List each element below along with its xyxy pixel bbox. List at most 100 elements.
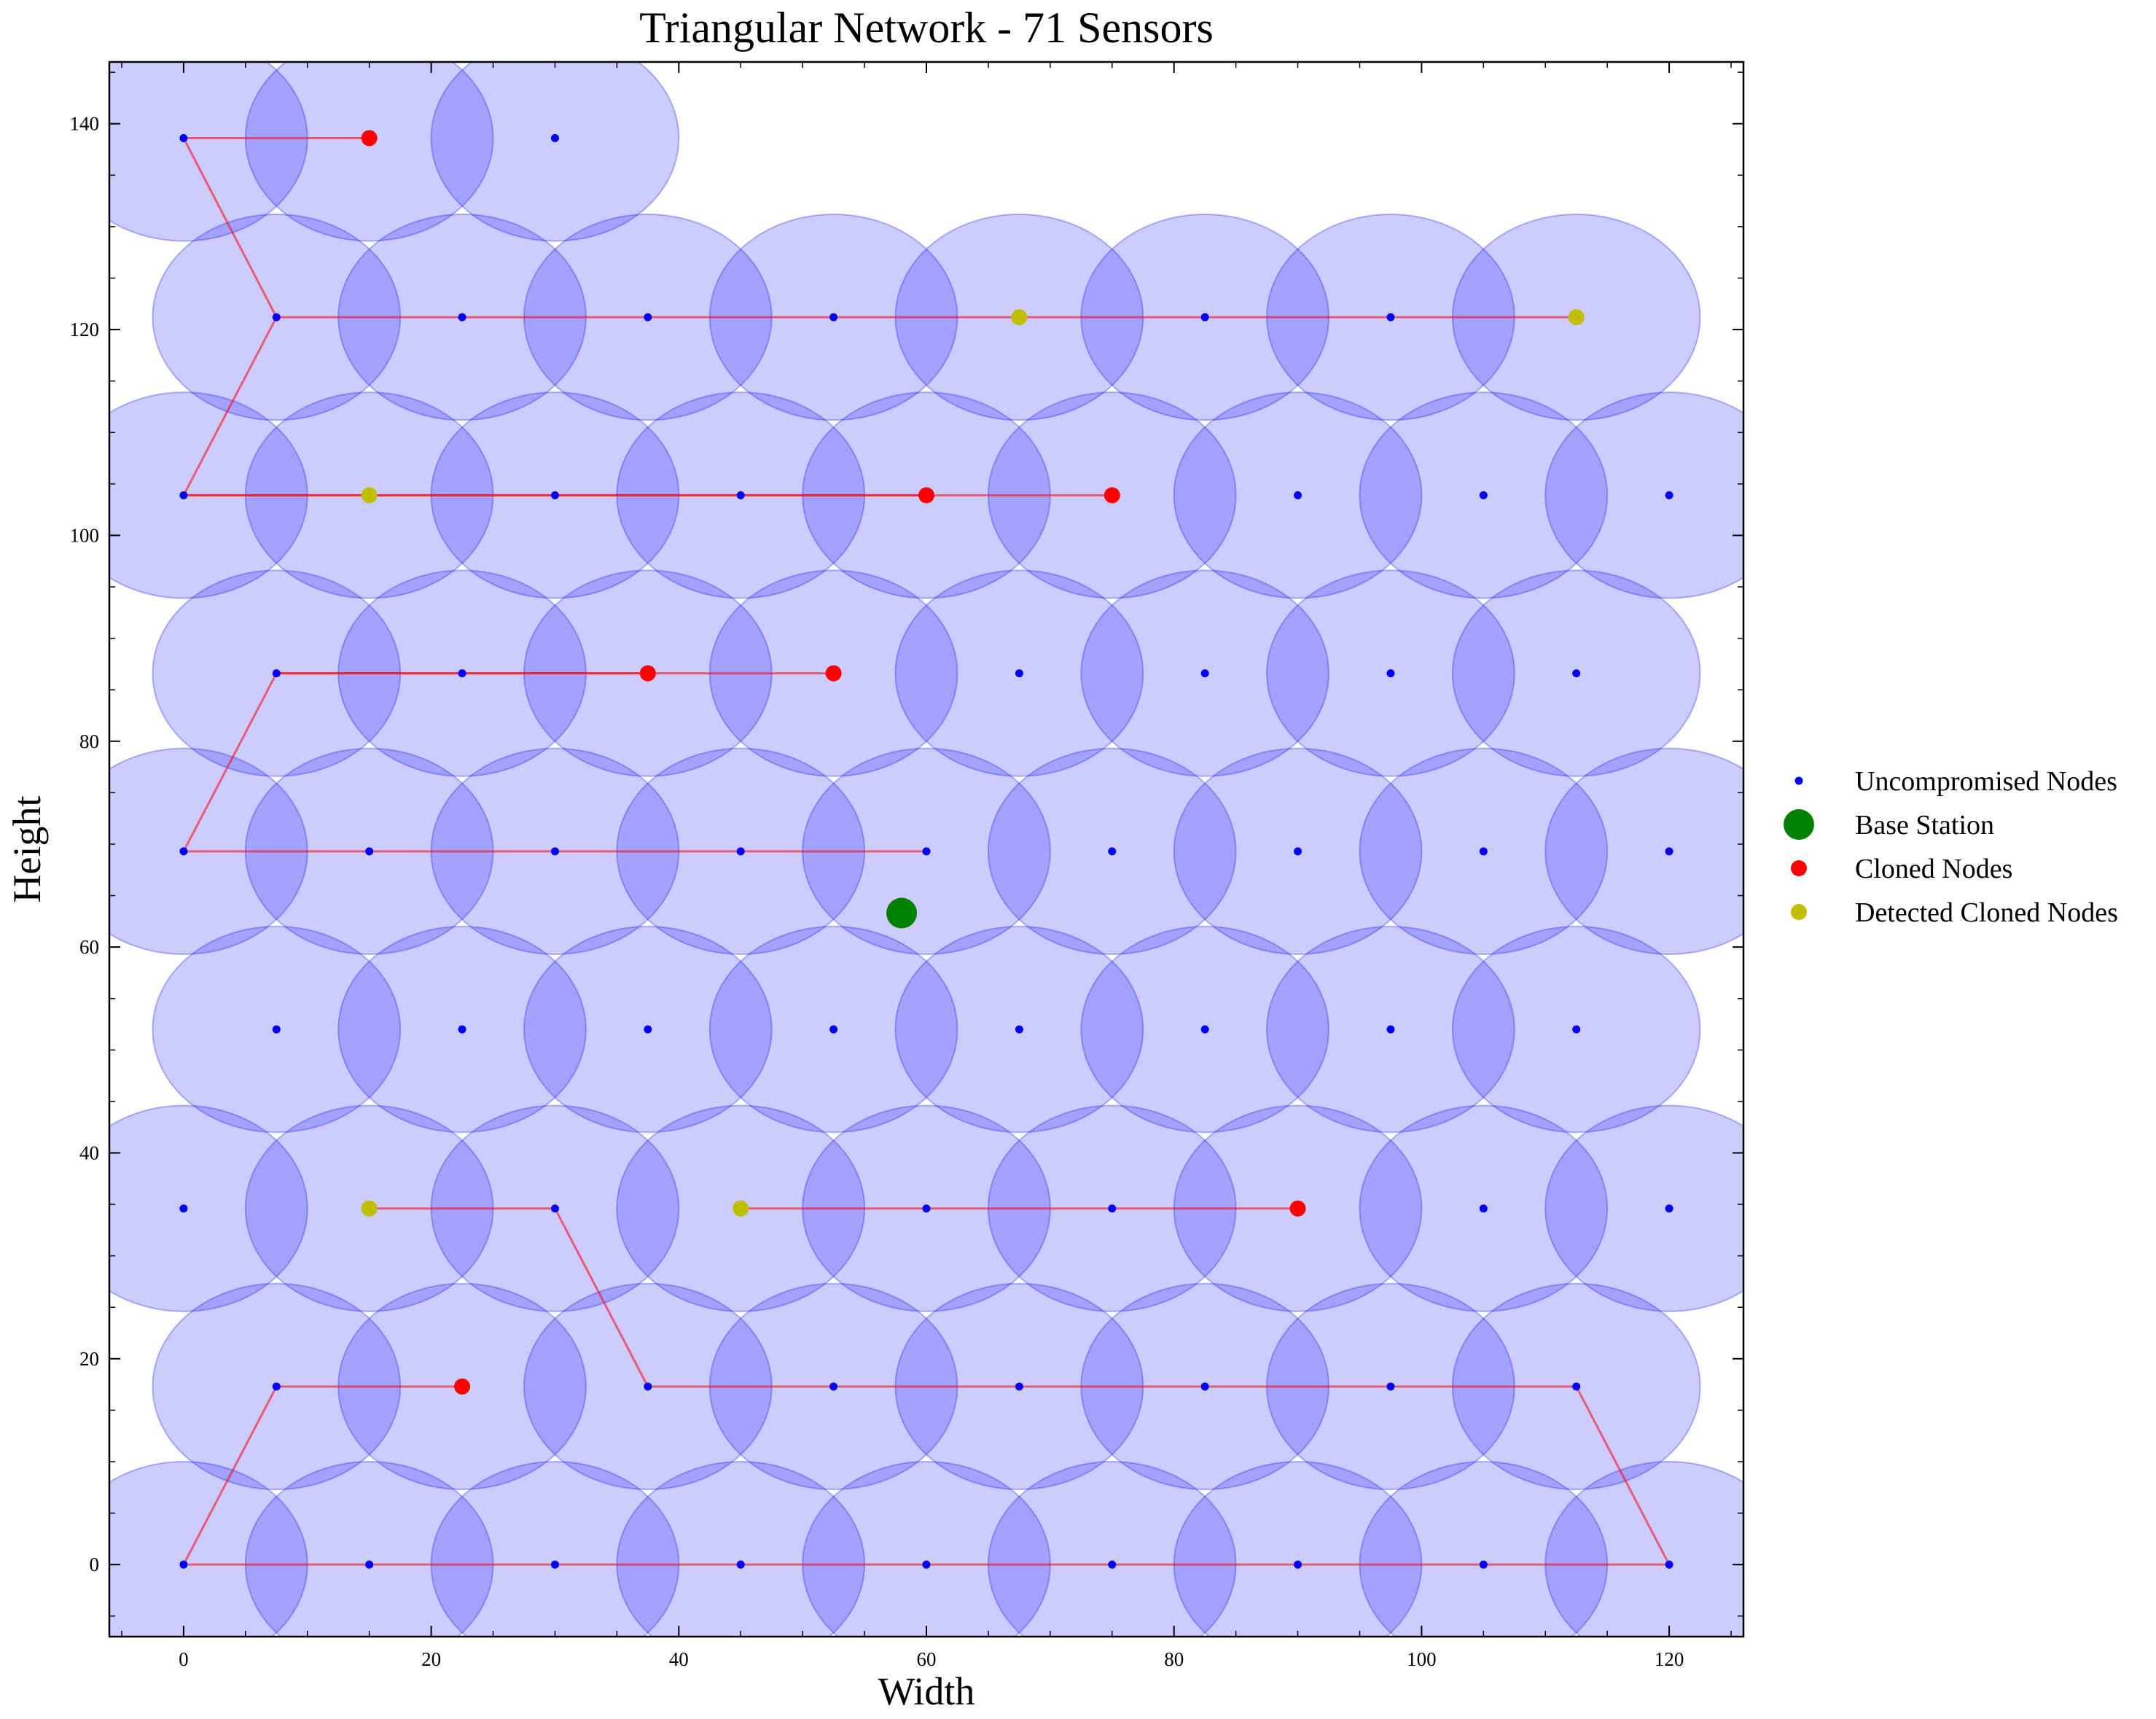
uncompromised-node — [179, 1560, 188, 1569]
uncompromised-node — [829, 1025, 838, 1034]
uncompromised-node — [272, 1382, 281, 1391]
base-station — [886, 897, 918, 929]
detected-cloned-node — [1568, 309, 1585, 326]
uncompromised-node — [550, 1560, 559, 1569]
uncompromised-node — [365, 1560, 374, 1569]
legend-marker-base-station — [1784, 809, 1814, 840]
coverage-circle — [430, 62, 680, 242]
y-tick-label: 40 — [79, 1142, 99, 1163]
uncompromised-node — [550, 491, 559, 499]
detected-cloned-node — [361, 1200, 378, 1217]
uncompromised-node — [1386, 1382, 1395, 1391]
x-tick-label: 80 — [1164, 1648, 1184, 1670]
uncompromised-node — [179, 491, 188, 499]
legend: Uncompromised Nodes Base Station Cloned No… — [1784, 766, 2118, 928]
uncompromised-node — [458, 313, 466, 321]
uncompromised-node — [1015, 669, 1023, 678]
uncompromised-node — [829, 313, 838, 321]
x-tick-label: 60 — [917, 1648, 937, 1670]
uncompromised-node — [1200, 313, 1209, 321]
uncompromised-node — [458, 669, 466, 678]
uncompromised-node — [272, 313, 281, 321]
cloned-node — [639, 665, 656, 682]
uncompromised-node — [550, 847, 559, 856]
uncompromised-node — [1200, 1025, 1209, 1034]
x-tick-label: 20 — [421, 1648, 441, 1670]
cloned-node — [454, 1378, 471, 1395]
uncompromised-node — [1665, 847, 1673, 856]
legend-label-base-station: Base Station — [1855, 810, 1994, 841]
axis-ticks: 0 20 40 60 80 100 120 0 20 40 60 80 100 120 140 — [70, 62, 1743, 1670]
uncompromised-node — [179, 133, 188, 142]
uncompromised-node — [1665, 1204, 1673, 1213]
legend-marker-uncompromised — [1794, 776, 1803, 785]
uncompromised-node — [272, 1025, 281, 1034]
legend-marker-cloned — [1791, 860, 1807, 876]
uncompromised-node — [1665, 491, 1673, 499]
coverage-circle — [1544, 1104, 1743, 1312]
clone-path-line — [181, 1207, 1671, 1566]
uncompromised-node — [365, 847, 374, 856]
uncompromised-node — [1386, 1025, 1395, 1034]
detected-cloned-node — [361, 487, 378, 504]
uncompromised-node — [736, 847, 745, 856]
uncompromised-node — [550, 133, 559, 142]
coverage-circle — [109, 1104, 308, 1312]
uncompromised-node — [922, 1204, 931, 1213]
uncompromised-node — [1386, 669, 1395, 678]
y-tick-label: 140 — [70, 113, 100, 135]
chart-title: Triangular Network - 71 Sensors — [639, 4, 1214, 52]
uncompromised-node — [644, 1025, 652, 1034]
uncompromised-node — [179, 1204, 188, 1213]
uncompromised-node — [644, 313, 652, 321]
y-tick-label: 80 — [79, 730, 99, 752]
uncompromised-node — [1572, 1382, 1581, 1391]
uncompromised-node — [1386, 313, 1395, 321]
x-tick-label: 0 — [179, 1648, 189, 1670]
detected-cloned-node — [733, 1200, 749, 1217]
clone-path-line — [181, 136, 1577, 319]
uncompromised-node — [1479, 847, 1488, 856]
uncompromised-node — [736, 491, 745, 499]
uncompromised-node — [1108, 847, 1117, 856]
uncompromised-node — [458, 1025, 466, 1034]
uncompromised-node — [1479, 1560, 1488, 1569]
cloned-node — [918, 487, 934, 504]
y-tick-label: 120 — [70, 319, 100, 340]
uncompromised-node — [1665, 1560, 1673, 1569]
uncompromised-node — [272, 669, 281, 678]
y-axis-title: Height — [5, 796, 49, 903]
uncompromised-node — [550, 1204, 559, 1213]
uncompromised-node — [829, 1382, 838, 1391]
x-tick-label: 40 — [669, 1648, 689, 1670]
uncompromised-node — [922, 847, 931, 856]
uncompromised-node — [1294, 491, 1302, 499]
sensor-nodes — [179, 130, 1673, 1569]
uncompromised-node — [1294, 847, 1302, 856]
y-tick-label: 0 — [90, 1554, 100, 1575]
x-tick-label: 120 — [1655, 1648, 1684, 1670]
cloned-node — [361, 130, 378, 147]
uncompromised-node — [1572, 669, 1581, 678]
coverage-circle — [1544, 747, 1743, 955]
uncompromised-node — [644, 1382, 652, 1391]
uncompromised-node — [1294, 1560, 1302, 1569]
x-tick-label: 100 — [1407, 1648, 1437, 1670]
legend-label-uncompromised: Uncompromised Nodes — [1855, 766, 2117, 797]
legend-marker-detected — [1791, 904, 1807, 920]
legend-label-cloned: Cloned Nodes — [1855, 854, 2012, 884]
y-tick-label: 100 — [70, 524, 100, 546]
y-tick-label: 60 — [79, 936, 99, 958]
uncompromised-node — [1479, 491, 1488, 499]
coverage-circle — [1544, 391, 1743, 599]
uncompromised-node — [736, 1560, 745, 1569]
uncompromised-node — [179, 847, 188, 856]
y-tick-label: 20 — [79, 1348, 99, 1370]
legend-label-detected: Detected Cloned Nodes — [1855, 897, 2118, 928]
uncompromised-node — [1200, 669, 1209, 678]
uncompromised-node — [1015, 1025, 1023, 1034]
uncompromised-node — [1572, 1025, 1581, 1034]
cloned-node — [1289, 1200, 1306, 1217]
